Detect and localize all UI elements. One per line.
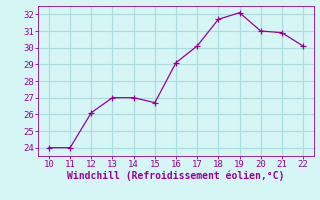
X-axis label: Windchill (Refroidissement éolien,°C): Windchill (Refroidissement éolien,°C) — [67, 171, 285, 181]
